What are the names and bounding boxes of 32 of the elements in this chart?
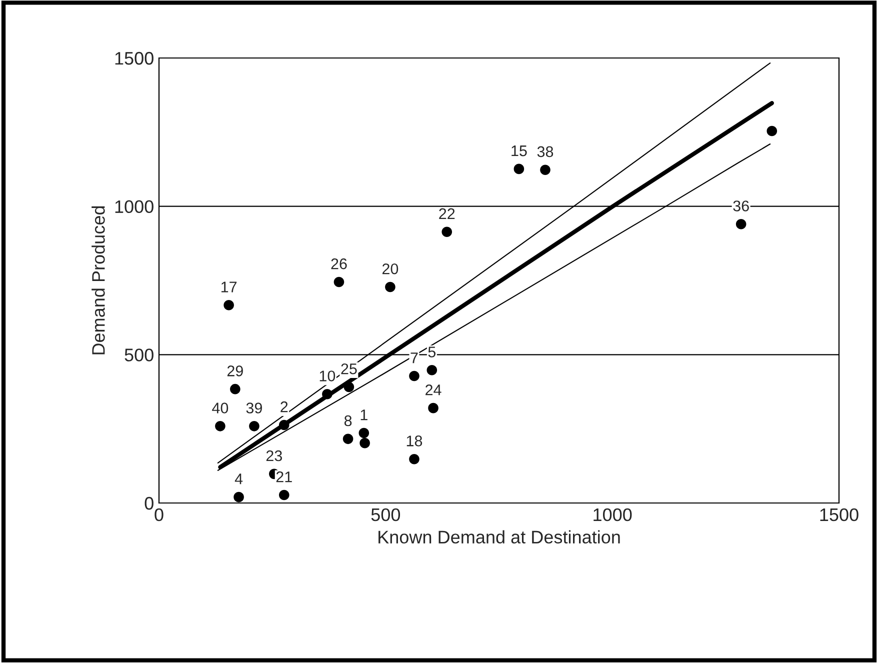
annotation: 23: [266, 450, 282, 462]
annotation: 8: [344, 415, 352, 426]
annotation: 39: [246, 402, 262, 414]
annotation: 10: [320, 370, 336, 382]
y-axis-title: Demand Produced: [92, 206, 105, 354]
x-tick-label: 0: [154, 508, 164, 522]
y-tick-label: 500: [124, 348, 154, 362]
annotation: 18: [406, 436, 422, 446]
annotation: 38: [537, 146, 554, 158]
annotation: 40: [212, 402, 228, 414]
annotation: 24: [426, 384, 442, 396]
annotation: 2: [280, 401, 288, 412]
annotation: 5: [428, 346, 436, 358]
annotation: 29: [227, 366, 243, 376]
annotation: 36: [733, 200, 749, 212]
annotation: 4: [234, 474, 243, 484]
annotation: 22: [439, 208, 455, 219]
x-tick-label: 1500: [820, 508, 858, 522]
annotation: 26: [331, 258, 347, 270]
y-tick-label: 1000: [115, 200, 154, 214]
annotation: 7: [410, 352, 418, 364]
y-tick-label: 1500: [115, 52, 154, 65]
annotation: 20: [382, 263, 398, 274]
annotation: 21: [276, 471, 292, 482]
annotation: 1: [360, 410, 368, 420]
annotation: 25: [341, 363, 357, 374]
x-tick-label: 1000: [594, 508, 632, 522]
y-tick-label: 0: [144, 496, 154, 510]
x-axis-title: Known Demand at Destination: [378, 530, 620, 544]
x-tick-label: 500: [371, 508, 400, 522]
annotation: 17: [221, 282, 237, 292]
annotation: 15: [512, 146, 527, 156]
